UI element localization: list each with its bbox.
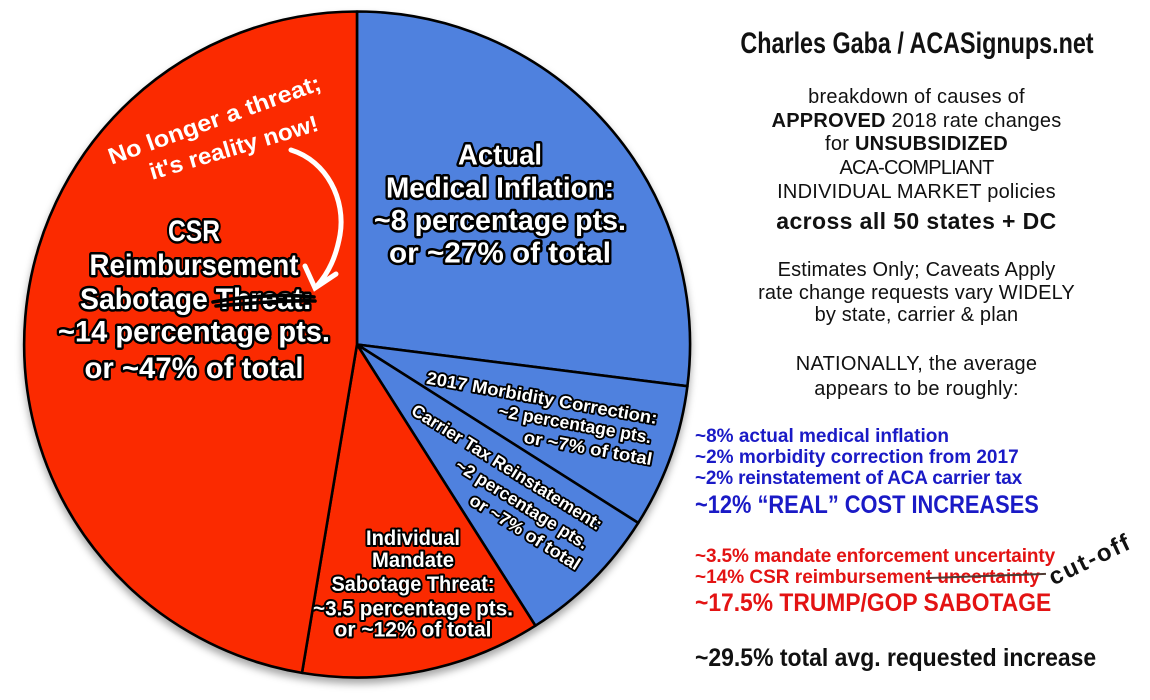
- svg-text:Mandate: Mandate: [372, 549, 454, 572]
- svg-text:~14 percentage pts.: ~14 percentage pts.: [58, 316, 330, 349]
- svg-text:Individual: Individual: [366, 527, 460, 550]
- svg-text:or ~27% of total: or ~27% of total: [389, 238, 611, 270]
- svg-text:CSR: CSR: [168, 215, 220, 248]
- svg-text:Sabotage Threat:: Sabotage Threat:: [80, 283, 312, 316]
- svg-text:Actual: Actual: [458, 140, 542, 172]
- svg-text:Reimbursement: Reimbursement: [90, 249, 299, 282]
- svg-text:Medical Inflation:: Medical Inflation:: [386, 172, 614, 204]
- svg-text:or ~47% of total: or ~47% of total: [85, 352, 304, 385]
- svg-text:or ~12% of total: or ~12% of total: [335, 619, 492, 642]
- svg-text:~3.5 percentage pts.: ~3.5 percentage pts.: [313, 598, 513, 621]
- svg-text:Sabotage Threat:: Sabotage Threat:: [332, 573, 495, 596]
- svg-text:~8 percentage pts.: ~8 percentage pts.: [374, 205, 626, 237]
